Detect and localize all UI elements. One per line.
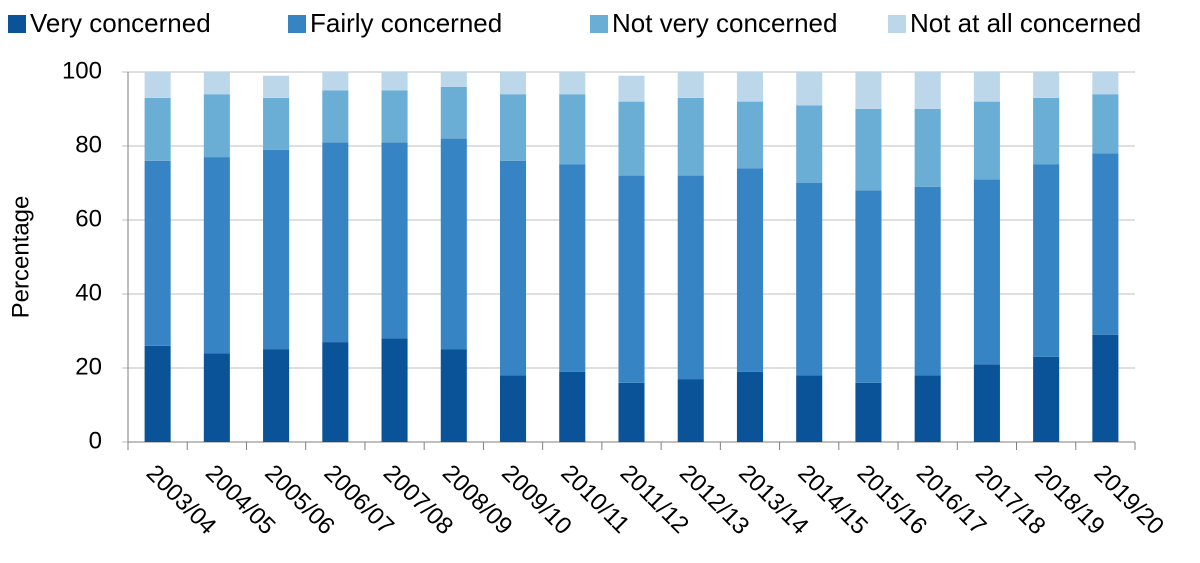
bar-segment <box>322 72 349 91</box>
bar-segment <box>677 97 704 176</box>
bar-segment <box>1033 164 1060 357</box>
bar-segment <box>1033 72 1060 98</box>
bar-segment <box>322 342 349 442</box>
bar-segment <box>381 142 408 339</box>
bar-segment <box>677 175 704 380</box>
legend-label: Fairly concerned <box>310 8 502 38</box>
bar-segment <box>914 109 941 187</box>
bar-segment <box>855 190 882 383</box>
bar-segment <box>559 94 586 165</box>
bar-segment <box>1092 153 1119 335</box>
bar-segment <box>1092 94 1119 154</box>
bar-segment <box>381 72 408 91</box>
bar-segment <box>144 97 171 161</box>
bar-segment <box>322 142 349 343</box>
bar-segment <box>263 97 290 150</box>
bar-segment <box>796 105 823 183</box>
bar-segment <box>973 101 1000 180</box>
bar-segment <box>499 72 527 95</box>
bar-segment <box>203 353 230 442</box>
bar-segment <box>381 90 408 143</box>
bar-segment <box>914 375 941 442</box>
bar-segment <box>973 179 1000 365</box>
bar-segment <box>914 72 941 109</box>
bar-segment <box>973 72 1000 102</box>
bar-segment <box>263 75 290 98</box>
bar-segment <box>618 175 645 383</box>
bar-segment <box>618 382 645 442</box>
bar-segment <box>736 72 764 102</box>
bar-segment <box>144 72 171 98</box>
legend-swatch <box>288 15 306 33</box>
y-tick-label: 100 <box>62 57 102 84</box>
bar-segment <box>677 72 704 98</box>
bar-segment <box>440 72 467 87</box>
legend-label: Not very concerned <box>612 8 837 38</box>
bar-segment <box>499 160 527 376</box>
y-axis-label: Percentage <box>7 196 34 319</box>
bar-segment <box>559 72 586 95</box>
bar-segment <box>736 101 764 169</box>
y-tick-label: 20 <box>75 353 102 380</box>
bar-segment <box>203 94 230 158</box>
legend-swatch <box>888 15 906 33</box>
bar-segment <box>499 94 527 161</box>
bar-segment <box>381 338 408 442</box>
bar-segment <box>559 371 586 442</box>
bar-segment <box>203 157 230 354</box>
y-tick-label: 60 <box>75 205 102 232</box>
bar-segment <box>677 379 704 442</box>
bar-segment <box>796 183 823 376</box>
bar-segment <box>796 375 823 442</box>
bar-segment <box>855 382 882 442</box>
y-tick-label: 40 <box>75 279 102 306</box>
bar-segment <box>855 109 882 191</box>
bar-segment <box>263 149 290 350</box>
bar-segment <box>499 375 527 442</box>
bar-segment <box>440 86 467 139</box>
bar-segment <box>263 349 290 442</box>
bar-segment <box>203 72 230 95</box>
bar-segment <box>1092 334 1119 442</box>
bar-segment <box>914 186 941 376</box>
bar-segment <box>144 345 171 442</box>
bar-segment <box>322 90 349 143</box>
bar-segment <box>440 138 467 350</box>
legend-label: Very concerned <box>30 8 211 38</box>
bar-segment <box>973 364 1000 442</box>
legend-label: Not at all concerned <box>910 8 1141 38</box>
bar-segment <box>440 349 467 442</box>
y-tick-label: 80 <box>75 131 102 158</box>
bar-segment <box>855 72 882 109</box>
bar-segment <box>144 160 171 346</box>
bar-segment <box>1033 97 1060 165</box>
bar-segment <box>559 164 586 372</box>
legend-swatch <box>590 15 608 33</box>
bar-segment <box>736 168 764 372</box>
bar-segment <box>618 75 645 102</box>
y-tick-label: 0 <box>89 427 102 454</box>
bar-segment <box>1092 72 1119 95</box>
bar-segment <box>1033 356 1060 442</box>
bar-segment <box>796 72 823 106</box>
bar-segment <box>736 371 764 442</box>
legend-swatch <box>8 15 26 33</box>
bar-segment <box>618 101 645 176</box>
